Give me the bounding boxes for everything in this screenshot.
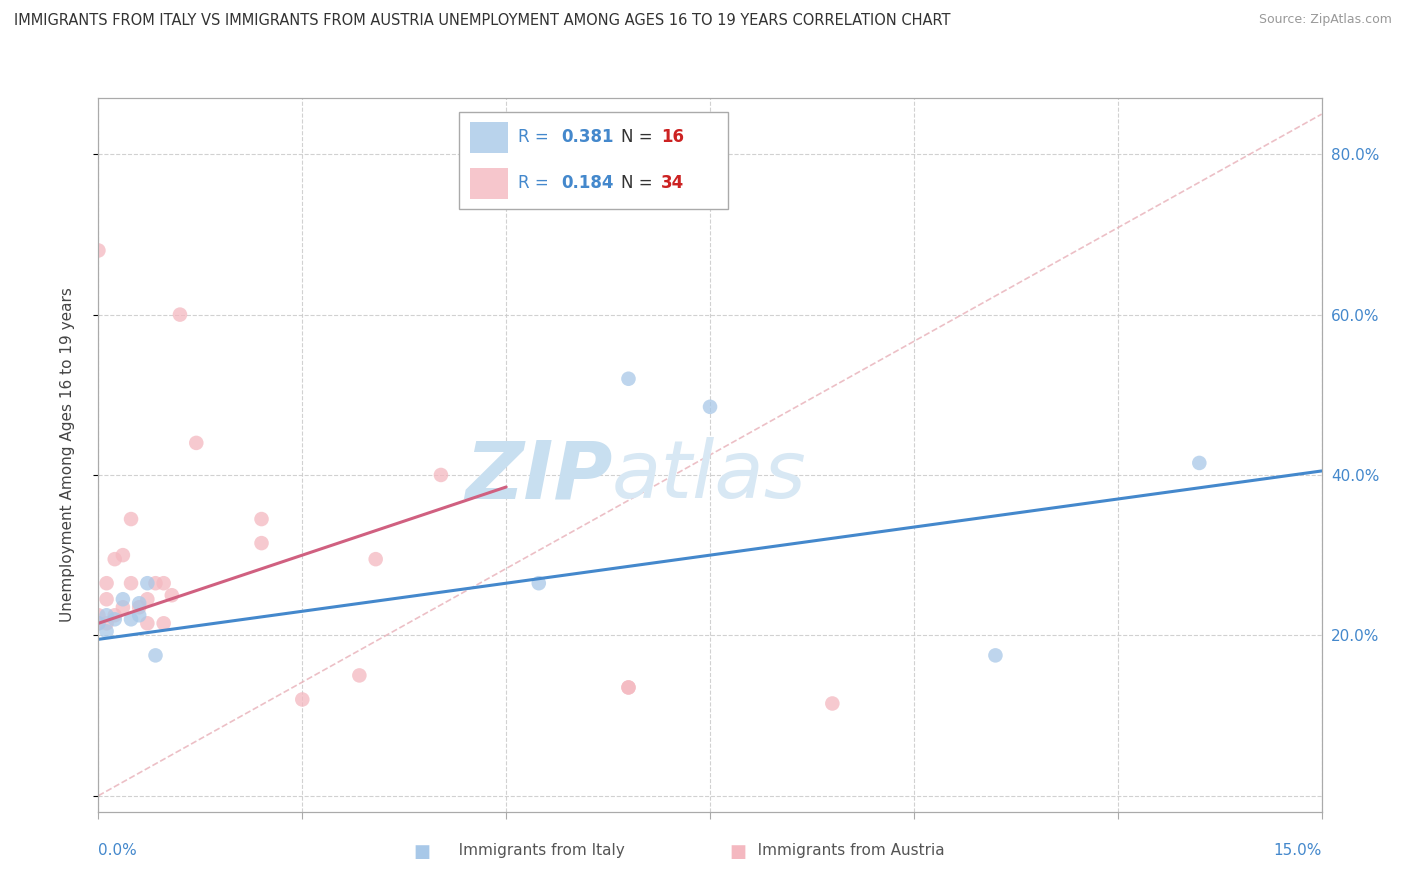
- Point: [160, 588, 183, 602]
- Text: 0.0%: 0.0%: [98, 843, 138, 858]
- Point: [349, 668, 371, 682]
- Point: [104, 608, 127, 623]
- Point: [120, 512, 142, 526]
- Point: [128, 596, 150, 610]
- Point: [128, 600, 150, 615]
- Point: [111, 600, 134, 615]
- Point: [120, 576, 142, 591]
- Point: [291, 692, 314, 706]
- Point: [617, 681, 640, 695]
- Point: [96, 576, 118, 591]
- Point: [120, 612, 142, 626]
- Point: [128, 608, 150, 623]
- Point: [96, 608, 118, 623]
- Text: ■: ■: [730, 843, 747, 861]
- Point: [984, 648, 1007, 663]
- Text: 15.0%: 15.0%: [1274, 843, 1322, 858]
- Point: [1188, 456, 1211, 470]
- Point: [186, 436, 208, 450]
- Point: [250, 536, 273, 550]
- Point: [152, 616, 174, 631]
- Point: [699, 400, 721, 414]
- Text: atlas: atlas: [612, 437, 807, 516]
- Point: [104, 552, 127, 566]
- Point: [145, 648, 167, 663]
- Point: [111, 592, 134, 607]
- Point: [169, 308, 191, 322]
- Point: [617, 372, 640, 386]
- Text: Immigrants from Austria: Immigrants from Austria: [742, 843, 945, 858]
- Point: [87, 608, 110, 623]
- Text: IMMIGRANTS FROM ITALY VS IMMIGRANTS FROM AUSTRIA UNEMPLOYMENT AMONG AGES 16 TO 1: IMMIGRANTS FROM ITALY VS IMMIGRANTS FROM…: [14, 13, 950, 29]
- Point: [136, 616, 159, 631]
- Point: [104, 612, 127, 626]
- Point: [111, 548, 134, 562]
- Text: Immigrants from Italy: Immigrants from Italy: [444, 843, 624, 858]
- Point: [145, 576, 167, 591]
- Point: [152, 576, 174, 591]
- Point: [136, 592, 159, 607]
- Text: ZIP: ZIP: [465, 437, 612, 516]
- Y-axis label: Unemployment Among Ages 16 to 19 years: Unemployment Among Ages 16 to 19 years: [60, 287, 75, 623]
- Point: [430, 467, 453, 482]
- Point: [96, 616, 118, 631]
- Point: [96, 592, 118, 607]
- Point: [617, 681, 640, 695]
- Point: [527, 576, 550, 591]
- Text: Source: ZipAtlas.com: Source: ZipAtlas.com: [1258, 13, 1392, 27]
- Point: [136, 576, 159, 591]
- Point: [364, 552, 387, 566]
- Text: ■: ■: [413, 843, 430, 861]
- Point: [87, 616, 110, 631]
- Point: [87, 244, 110, 258]
- Point: [96, 624, 118, 639]
- Point: [821, 697, 844, 711]
- Point: [250, 512, 273, 526]
- Point: [87, 616, 110, 631]
